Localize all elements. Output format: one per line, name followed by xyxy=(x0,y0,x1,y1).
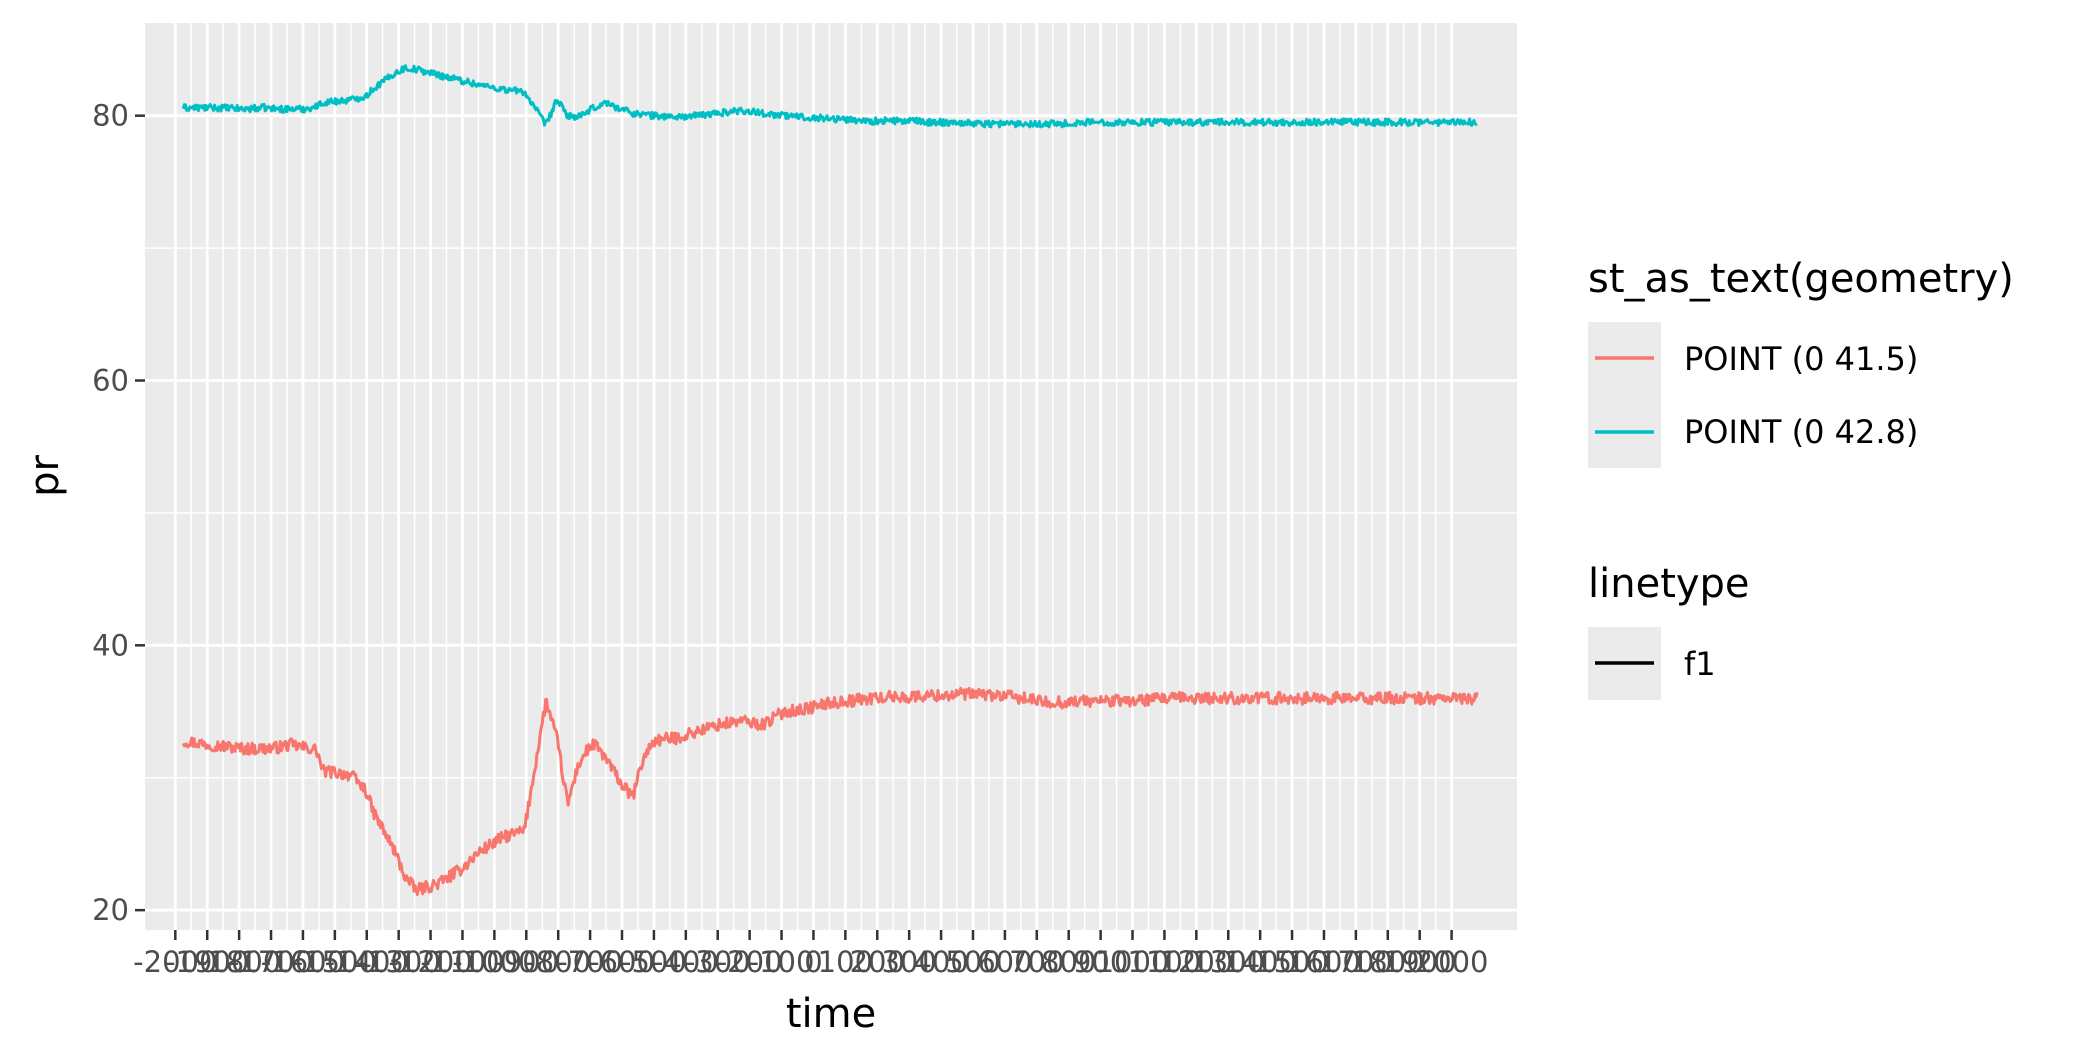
x-tick-label: -1600 xyxy=(261,945,345,979)
series-line-1 xyxy=(181,686,1479,896)
x-tick-label: -1800 xyxy=(197,945,281,979)
x-tick-label: -600 xyxy=(589,945,655,979)
x-tick-label: 1600 xyxy=(1287,945,1361,979)
series-lines xyxy=(181,64,1479,896)
x-tick-label: -1500 xyxy=(293,945,377,979)
legend-color: st_as_text(geometry) POINT (0 41.5) POIN… xyxy=(1588,256,2014,468)
x-tick-label: 400 xyxy=(913,945,968,979)
x-tick-label: -100 xyxy=(749,945,815,979)
x-tick-label: -2000 xyxy=(133,945,217,979)
x-tick-label: 600 xyxy=(977,945,1032,979)
y-tick-label: 40 xyxy=(92,628,129,662)
x-tick-label: -1000 xyxy=(452,945,536,979)
x-axis: -2000-1900-1800-1700-1600-1500-1400-1300… xyxy=(133,930,1488,979)
x-tick-label: 800 xyxy=(1041,945,1096,979)
x-tick-label: 500 xyxy=(945,945,1000,979)
x-tick-label: -1700 xyxy=(229,945,313,979)
series-line-2 xyxy=(181,64,1478,129)
x-tick-label: 300 xyxy=(881,945,936,979)
x-tick-label: -200 xyxy=(717,945,783,979)
y-axis: 20 40 60 80 xyxy=(92,99,145,927)
x-tick-label: 1000 xyxy=(1096,945,1170,979)
y-tick-label: 60 xyxy=(92,364,129,398)
x-tick-label: 900 xyxy=(1073,945,1128,979)
x-tick-label: -300 xyxy=(685,945,751,979)
x-tick-label: -1300 xyxy=(357,945,441,979)
x-tick-label: -800 xyxy=(525,945,591,979)
x-axis-title: time xyxy=(786,991,876,1037)
x-tick-label: 1300 xyxy=(1191,945,1265,979)
x-tick-label: 700 xyxy=(1009,945,1064,979)
x-tick-label: 2000 xyxy=(1415,945,1489,979)
legend-linetype: linetype f1 xyxy=(1588,561,1750,700)
x-tick-label: -900 xyxy=(493,945,559,979)
x-tick-label: -1400 xyxy=(325,945,409,979)
x-tick-label: 0 xyxy=(804,945,822,979)
y-axis-title: pr xyxy=(22,455,68,497)
x-tick-label: 100 xyxy=(818,945,873,979)
x-tick-label: 1900 xyxy=(1383,945,1457,979)
x-tick-label: -1100 xyxy=(420,945,504,979)
grid-minor xyxy=(145,23,1517,930)
x-tick-label: 1800 xyxy=(1351,945,1425,979)
plot-panel xyxy=(145,23,1517,930)
legend-label-series-2: POINT (0 42.8) xyxy=(1684,413,1918,451)
x-tick-label: 1700 xyxy=(1319,945,1393,979)
legend-label-f1: f1 xyxy=(1684,645,1716,683)
legend-label-series-1: POINT (0 41.5) xyxy=(1684,340,1918,378)
x-tick-label: 1400 xyxy=(1223,945,1297,979)
x-tick-label: -400 xyxy=(653,945,719,979)
x-tick-label: 1200 xyxy=(1159,945,1233,979)
grid-major xyxy=(145,23,1517,930)
legend-linetype-title: linetype xyxy=(1588,561,1750,607)
x-tick-label: -1900 xyxy=(165,945,249,979)
x-tick-label: 200 xyxy=(850,945,905,979)
x-tick-label: 1500 xyxy=(1255,945,1329,979)
legend-color-title: st_as_text(geometry) xyxy=(1588,256,2014,302)
x-tick-label: -500 xyxy=(621,945,687,979)
y-tick-label: 20 xyxy=(92,893,129,927)
x-tick-label: 1100 xyxy=(1128,945,1202,979)
y-tick-label: 80 xyxy=(92,99,129,133)
x-tick-label: -700 xyxy=(557,945,623,979)
x-tick-label: -1200 xyxy=(388,945,472,979)
